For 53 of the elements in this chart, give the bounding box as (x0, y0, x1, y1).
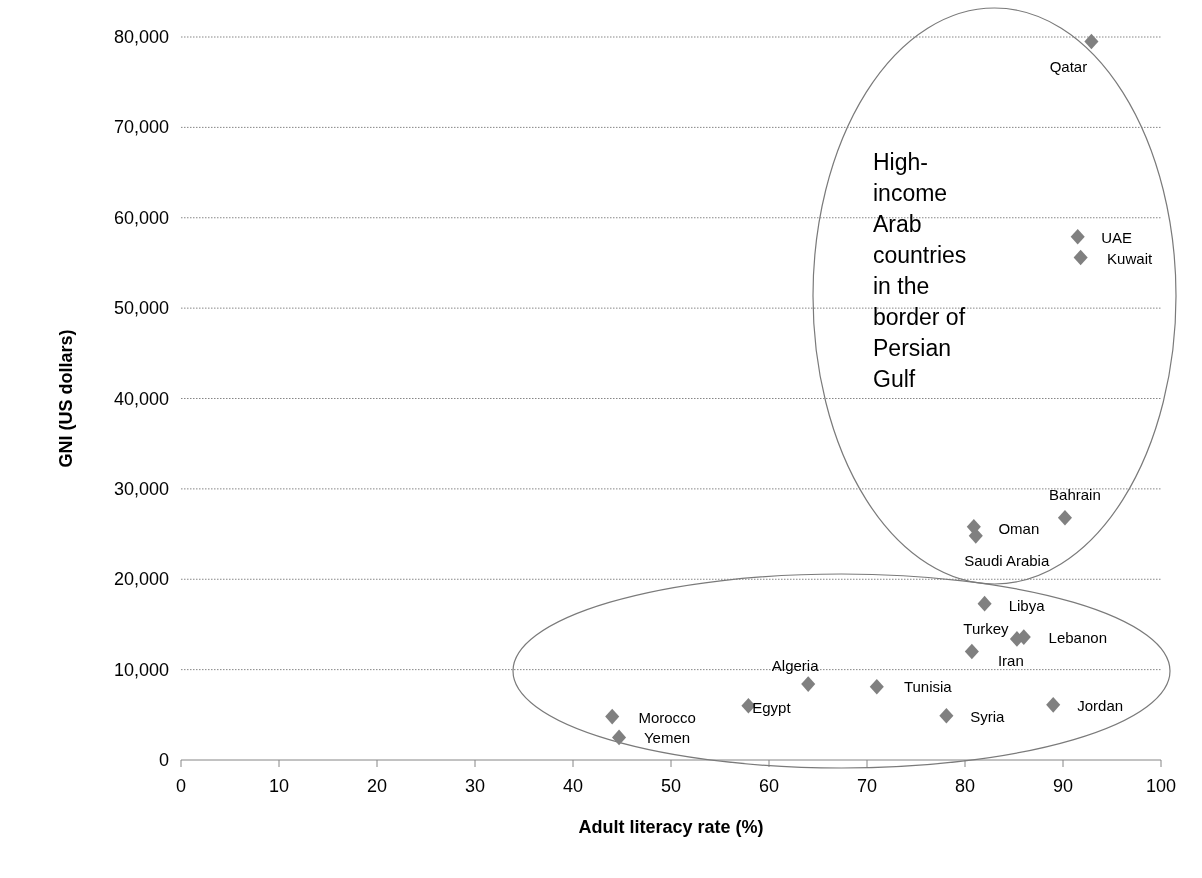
annotation: Jordan (1077, 696, 1124, 714)
annotation: Iran (997, 651, 1024, 669)
annotation: Morocco (638, 708, 696, 726)
point (1073, 249, 1088, 266)
y-tick-label: 50,000 (113, 298, 169, 319)
point (801, 676, 816, 692)
point (605, 708, 620, 725)
annotation: Algeria (771, 657, 820, 675)
annotation: High-income Arab countries in the border of Persian Gulf (873, 149, 967, 392)
annotation: Kuwait (1107, 249, 1153, 267)
annotation: Lebanon (1048, 629, 1107, 647)
annotation: Syria (970, 707, 1006, 725)
point (1057, 509, 1072, 526)
point (869, 678, 884, 695)
y-tick-label: 40,000 (113, 388, 169, 409)
x-tick-label: 100 (1145, 776, 1177, 796)
x-tick-label: 60 (758, 776, 780, 796)
y-tick-label: 20,000 (113, 569, 169, 590)
y-tick-label: 30,000 (113, 478, 169, 499)
point (977, 595, 992, 612)
point (612, 729, 627, 746)
point (1046, 697, 1061, 713)
point (968, 528, 983, 544)
annotation: Libya (1008, 596, 1046, 614)
y-tick-label: 0 (158, 750, 169, 770)
annotation: Egypt (752, 698, 792, 716)
x-tick-label: 50 (660, 776, 682, 796)
annotation: Yemen (643, 729, 691, 747)
point (964, 643, 979, 660)
point (1084, 33, 1099, 50)
annotation: Saudi Arabia (964, 551, 1050, 569)
x-tick-label: 70 (856, 776, 878, 796)
x-tick-label: 20 (366, 776, 388, 796)
x-axis-title: Adult literacy rate (%) (578, 817, 764, 837)
x-tick-label: 40 (562, 776, 584, 796)
x-tick-label: 10 (268, 776, 290, 796)
y-tick-label: 70,000 (113, 117, 169, 138)
annotation: Qatar (1049, 57, 1088, 75)
annotation: UAE (1101, 228, 1133, 246)
point (939, 707, 954, 724)
y-tick-label: 10,000 (113, 659, 169, 680)
y-tick-label: 80,000 (113, 27, 169, 47)
annotation: Tunisia (903, 677, 953, 695)
annotation: Turkey (963, 619, 1010, 637)
y-axis-title: GNI (US dollars) (56, 329, 76, 468)
x-tick-label: 0 (175, 776, 187, 796)
point (1070, 228, 1085, 245)
x-tick-label: 80 (954, 776, 976, 796)
annotation: Oman (998, 519, 1040, 537)
annotation: Bahrain (1049, 485, 1101, 503)
y-tick-label: 60,000 (113, 207, 169, 228)
x-tick-label: 90 (1052, 776, 1074, 796)
x-tick-label: 30 (464, 776, 486, 796)
